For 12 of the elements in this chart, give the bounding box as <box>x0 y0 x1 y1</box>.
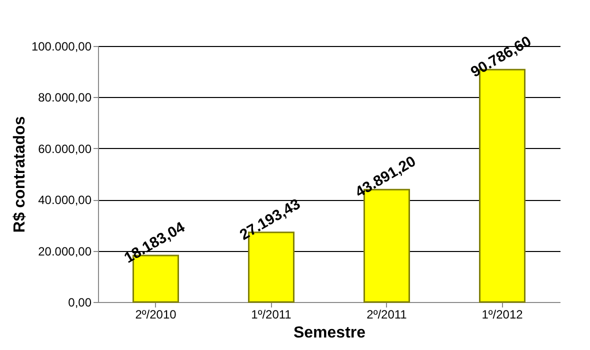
y-tick-label: 20.000,00 <box>38 244 92 258</box>
y-axis-title: R$ contratados <box>11 116 28 233</box>
y-tick-label: 0,00 <box>68 296 92 310</box>
y-tick-label: 80.000,00 <box>38 90 92 105</box>
x-axis-title: Semestre <box>293 324 366 342</box>
x-tick-label: 1º/2012 <box>482 308 524 322</box>
y-tick-label: 100.000,00 <box>31 40 92 54</box>
y-tick-label: 60.000,00 <box>38 142 92 156</box>
x-tick-label: 2º/2010 <box>135 308 177 322</box>
x-tick-label: 1º/2011 <box>251 308 292 322</box>
x-tick-label: 2º/2011 <box>366 308 408 322</box>
y-tick-label: 40.000,00 <box>38 193 92 208</box>
